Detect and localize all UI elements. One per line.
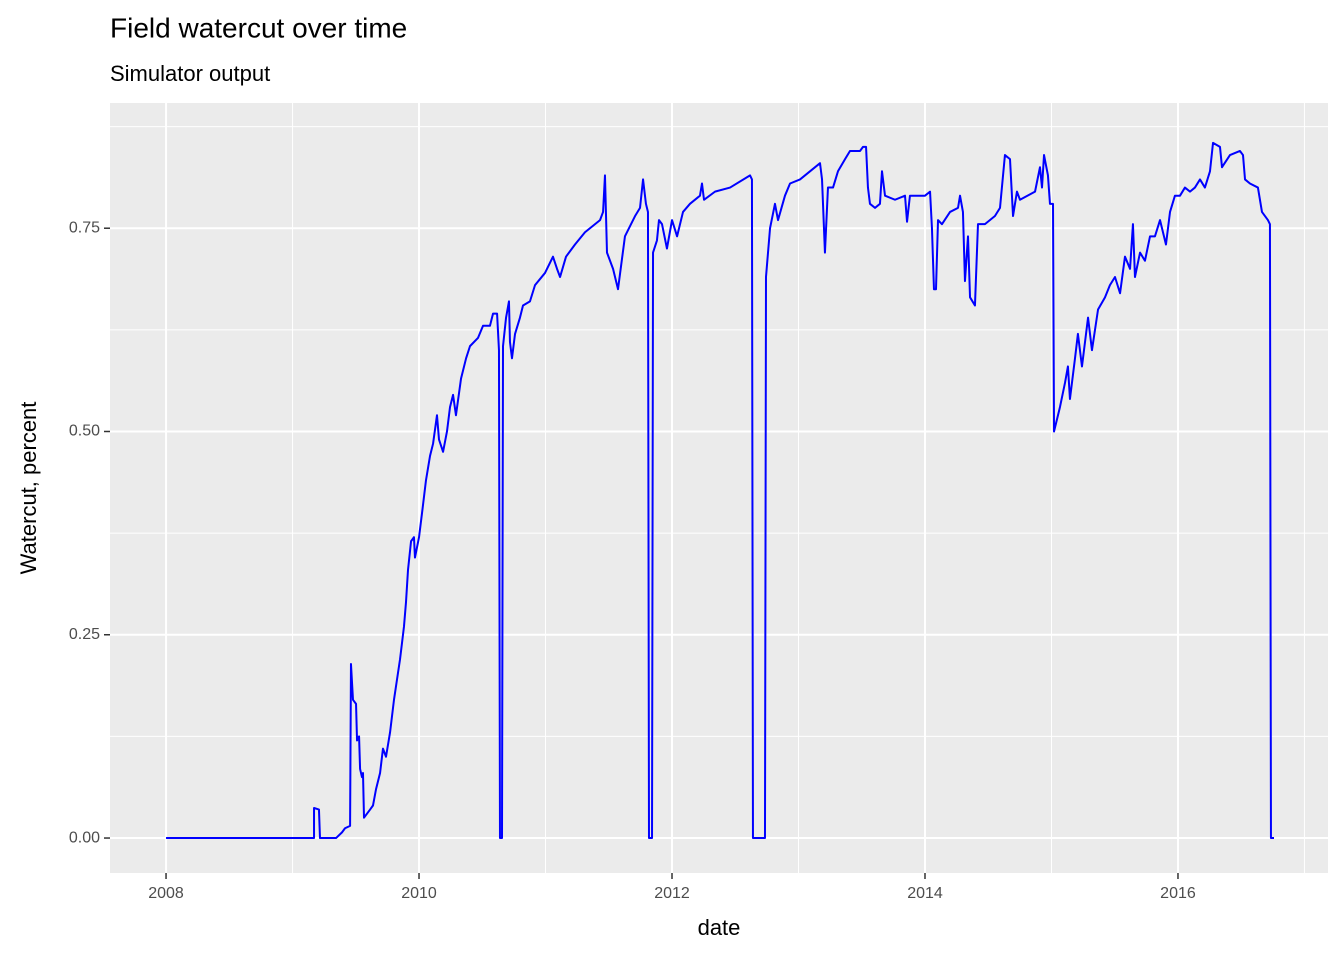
y-tick-label: 0.75 [69, 219, 100, 236]
panel [110, 103, 1328, 873]
x-tick-label: 2016 [1160, 885, 1196, 902]
chart-subtitle: Simulator output [110, 61, 270, 86]
y-tick-label: 0.50 [69, 423, 100, 440]
major-grid [110, 103, 1328, 873]
x-axis-label: date [698, 915, 741, 940]
chart-title: Field watercut over time [110, 12, 407, 43]
data-line [166, 141, 1274, 840]
y-tick-label: 0.25 [69, 626, 100, 643]
minor-grid [110, 103, 1328, 873]
y-tick-label: 0.00 [69, 829, 100, 846]
x-tick-label: 2012 [654, 885, 690, 902]
x-tick-label: 2008 [148, 885, 184, 902]
x-tick-label: 2014 [907, 885, 943, 902]
x-tick-label: 2010 [401, 885, 437, 902]
y-axis-label: Watercut, percent [16, 402, 41, 575]
